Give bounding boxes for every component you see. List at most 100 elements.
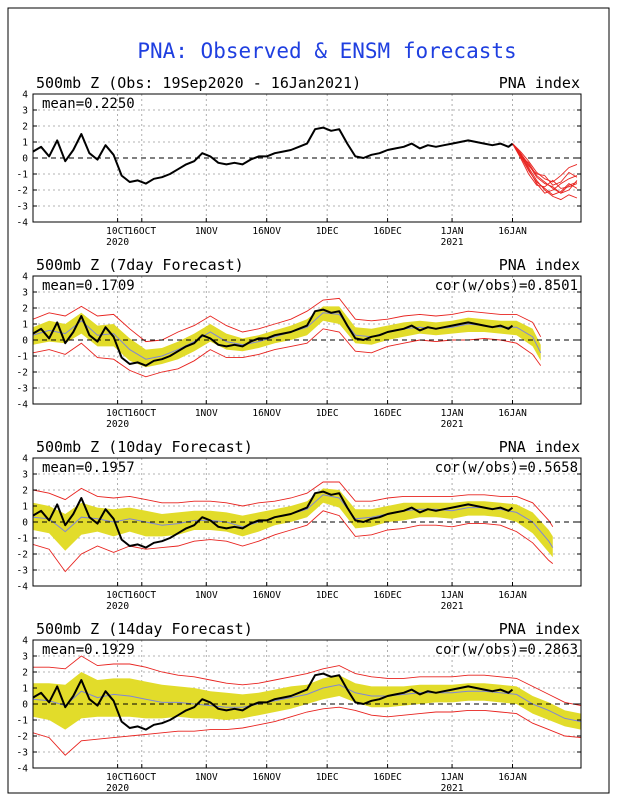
x-tick-label: 1DEC <box>316 408 339 419</box>
spread-band <box>33 306 541 368</box>
member-line-7 <box>512 143 578 194</box>
observed-line <box>33 126 514 185</box>
spread-band <box>33 488 553 558</box>
x-tick-label: 16OCT <box>127 226 156 237</box>
member-line-2 <box>512 143 578 196</box>
y-tick-label: -2 <box>17 368 28 379</box>
x-tick-label: 1JAN <box>441 590 464 601</box>
x-tick-year: 2020 <box>106 237 129 248</box>
y-tick-label: -3 <box>17 202 28 213</box>
y-tick-label: 2 <box>22 486 28 497</box>
x-tick-label: 16OCT <box>127 408 156 419</box>
panel-1: 500mb Z (Obs: 19Sep2020 - 16Jan2021) PNA … <box>17 74 582 248</box>
y-tick-label: 4 <box>22 90 28 101</box>
observed-line <box>33 308 514 367</box>
x-tick-label: 16NOV <box>252 590 281 601</box>
y-tick-label: 0 <box>22 336 28 347</box>
y-tick-label: 3 <box>22 470 28 481</box>
panel-right-label: PNA index <box>499 256 580 274</box>
x-tick-label: 16NOV <box>252 408 281 419</box>
y-tick-label: 1 <box>22 684 28 695</box>
y-tick-label: -3 <box>17 384 28 395</box>
panel-mean-label: mean=0.1929 <box>42 642 135 658</box>
x-tick-year: 2020 <box>106 419 129 430</box>
panel-mean-label: mean=0.2250 <box>42 96 135 112</box>
x-tick-label: 1DEC <box>316 226 339 237</box>
y-tick-label: -1 <box>17 534 29 545</box>
y-tick-label: 2 <box>22 668 28 679</box>
x-tick-label: 1JAN <box>441 408 464 419</box>
envelope-lower-line <box>33 328 542 378</box>
y-tick-label: 3 <box>22 106 28 117</box>
x-tick-year: 2021 <box>441 783 464 794</box>
y-tick-label: 4 <box>22 454 28 465</box>
y-tick-label: 3 <box>22 288 28 299</box>
figure-border <box>7 7 610 794</box>
x-tick-label: 1JAN <box>441 772 464 783</box>
envelope-lower-line <box>33 706 581 756</box>
panel-2: 500mb Z (7day Forecast) PNA index 4 3 2 1 0 -1 -… <box>17 256 582 430</box>
panel-plot <box>33 655 581 756</box>
envelope-lower-line <box>33 510 554 573</box>
x-tick-label: 16JAN <box>498 590 527 601</box>
panel-right-label: PNA index <box>499 620 580 638</box>
panel-right-label: PNA index <box>499 74 580 92</box>
x-tick-label: 16OCT <box>127 590 156 601</box>
y-tick-label: -3 <box>17 566 28 577</box>
panel-cor-label: cor(w/obs)=0.8501 <box>435 278 578 294</box>
panel-plot <box>33 481 581 573</box>
y-tick-label: -4 <box>17 400 29 411</box>
panel-grid <box>33 94 581 222</box>
x-tick-label: 16JAN <box>498 772 527 783</box>
y-tick-label: 2 <box>22 122 28 133</box>
x-tick-year: 2021 <box>441 237 464 248</box>
y-tick-label: -1 <box>17 170 29 181</box>
panel-cor-label: cor(w/obs)=0.2863 <box>435 642 578 658</box>
member-line-8 <box>512 143 578 194</box>
figure-title: PNA: Observed & ENSM forecasts <box>137 39 516 63</box>
y-tick-label: 1 <box>22 502 28 513</box>
x-tick-year: 2021 <box>441 419 464 430</box>
y-tick-label: 0 <box>22 700 28 711</box>
ensemble-mean-line <box>33 684 581 723</box>
y-tick-label: 0 <box>22 518 28 529</box>
x-tick-label: 16JAN <box>498 408 527 419</box>
observed-line <box>33 672 514 731</box>
x-tick-label: 16DEC <box>373 226 402 237</box>
envelope-upper-line <box>33 297 542 343</box>
member-line-3 <box>512 143 578 183</box>
y-tick-label: 4 <box>22 272 28 283</box>
x-tick-year: 2020 <box>106 601 129 612</box>
y-tick-label: 1 <box>22 138 28 149</box>
panel-plot <box>33 297 581 378</box>
y-tick-label: 2 <box>22 304 28 315</box>
x-tick-label: 1NOV <box>195 590 218 601</box>
y-tick-label: -1 <box>17 352 29 363</box>
panel-right-label: PNA index <box>499 438 580 456</box>
y-tick-label: 4 <box>22 636 28 647</box>
panels: 500mb Z (Obs: 19Sep2020 - 16Jan2021) PNA … <box>17 74 582 794</box>
observed-line <box>33 490 514 549</box>
x-tick-label: 1NOV <box>195 226 218 237</box>
y-tick-label: -4 <box>17 764 29 775</box>
y-tick-label: -2 <box>17 186 28 197</box>
panel-mean-label: mean=0.1709 <box>42 278 135 294</box>
panel-4: 500mb Z (14day Forecast) PNA index 4 3 2 1 0 -1… <box>17 620 582 794</box>
x-tick-label: 16NOV <box>252 772 281 783</box>
x-tick-label: 10CT <box>106 772 129 783</box>
y-tick-label: 3 <box>22 652 28 663</box>
x-tick-label: 10CT <box>106 590 129 601</box>
panel-mean-label: mean=0.1957 <box>42 460 135 476</box>
y-tick-label: -1 <box>17 716 29 727</box>
x-tick-label: 1JAN <box>441 226 464 237</box>
x-tick-label: 10CT <box>106 226 129 237</box>
y-tick-label: -4 <box>17 582 29 593</box>
y-tick-label: 1 <box>22 320 28 331</box>
x-tick-label: 16DEC <box>373 772 402 783</box>
x-tick-year: 2021 <box>441 601 464 612</box>
panel-cor-label: cor(w/obs)=0.5658 <box>435 460 578 476</box>
spread-band <box>33 672 581 730</box>
panel-title: 500mb Z (Obs: 19Sep2020 - 16Jan2021) <box>36 74 361 92</box>
y-tick-label: -2 <box>17 732 28 743</box>
